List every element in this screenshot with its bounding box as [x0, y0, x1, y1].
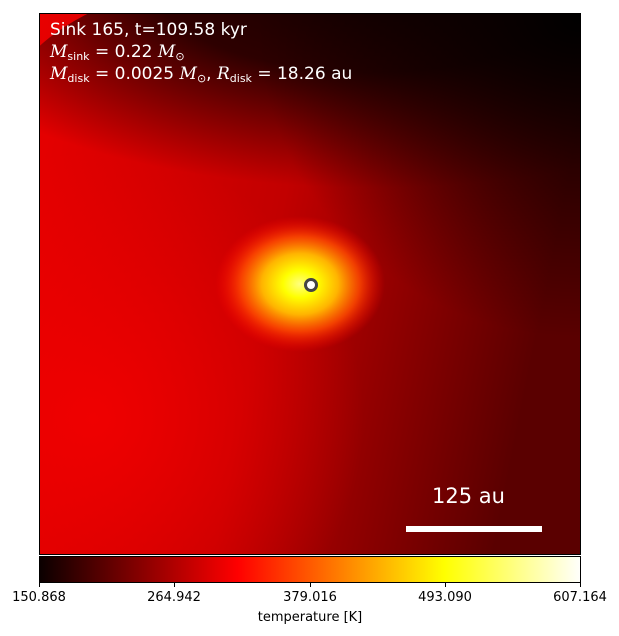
sink-title: Sink 165, t=109.58 kyr: [50, 20, 247, 40]
colorbar-tick: [580, 583, 581, 587]
scale-bar: [406, 526, 542, 532]
temperature-map-panel: Sink 165, t=109.58 kyr Msink = 0.22 M⊙ M…: [39, 13, 581, 555]
colorbar-tick-label: 150.868: [12, 590, 66, 605]
colorbar-tick: [310, 583, 311, 587]
colorbar-label: temperature [K]: [257, 610, 363, 625]
disk-properties-label: Mdisk = 0.0025 M⊙, Rdisk = 18.26 au: [50, 64, 353, 85]
sink-mass-label: Msink = 0.22 M⊙: [50, 42, 185, 63]
colorbar-tick-label: 379.016: [283, 590, 337, 605]
colorbar-tick-label: 493.090: [418, 590, 472, 605]
sink-marker: [304, 278, 318, 292]
colorbar-tick-label: 264.942: [147, 590, 201, 605]
colorbar: [39, 556, 581, 583]
colorbar-tick-label: 607.164: [553, 590, 607, 605]
colorbar-tick: [39, 583, 40, 587]
colorbar-tick: [174, 583, 175, 587]
scale-bar-label: 125 au: [432, 484, 505, 508]
colorbar-tick: [445, 583, 446, 587]
